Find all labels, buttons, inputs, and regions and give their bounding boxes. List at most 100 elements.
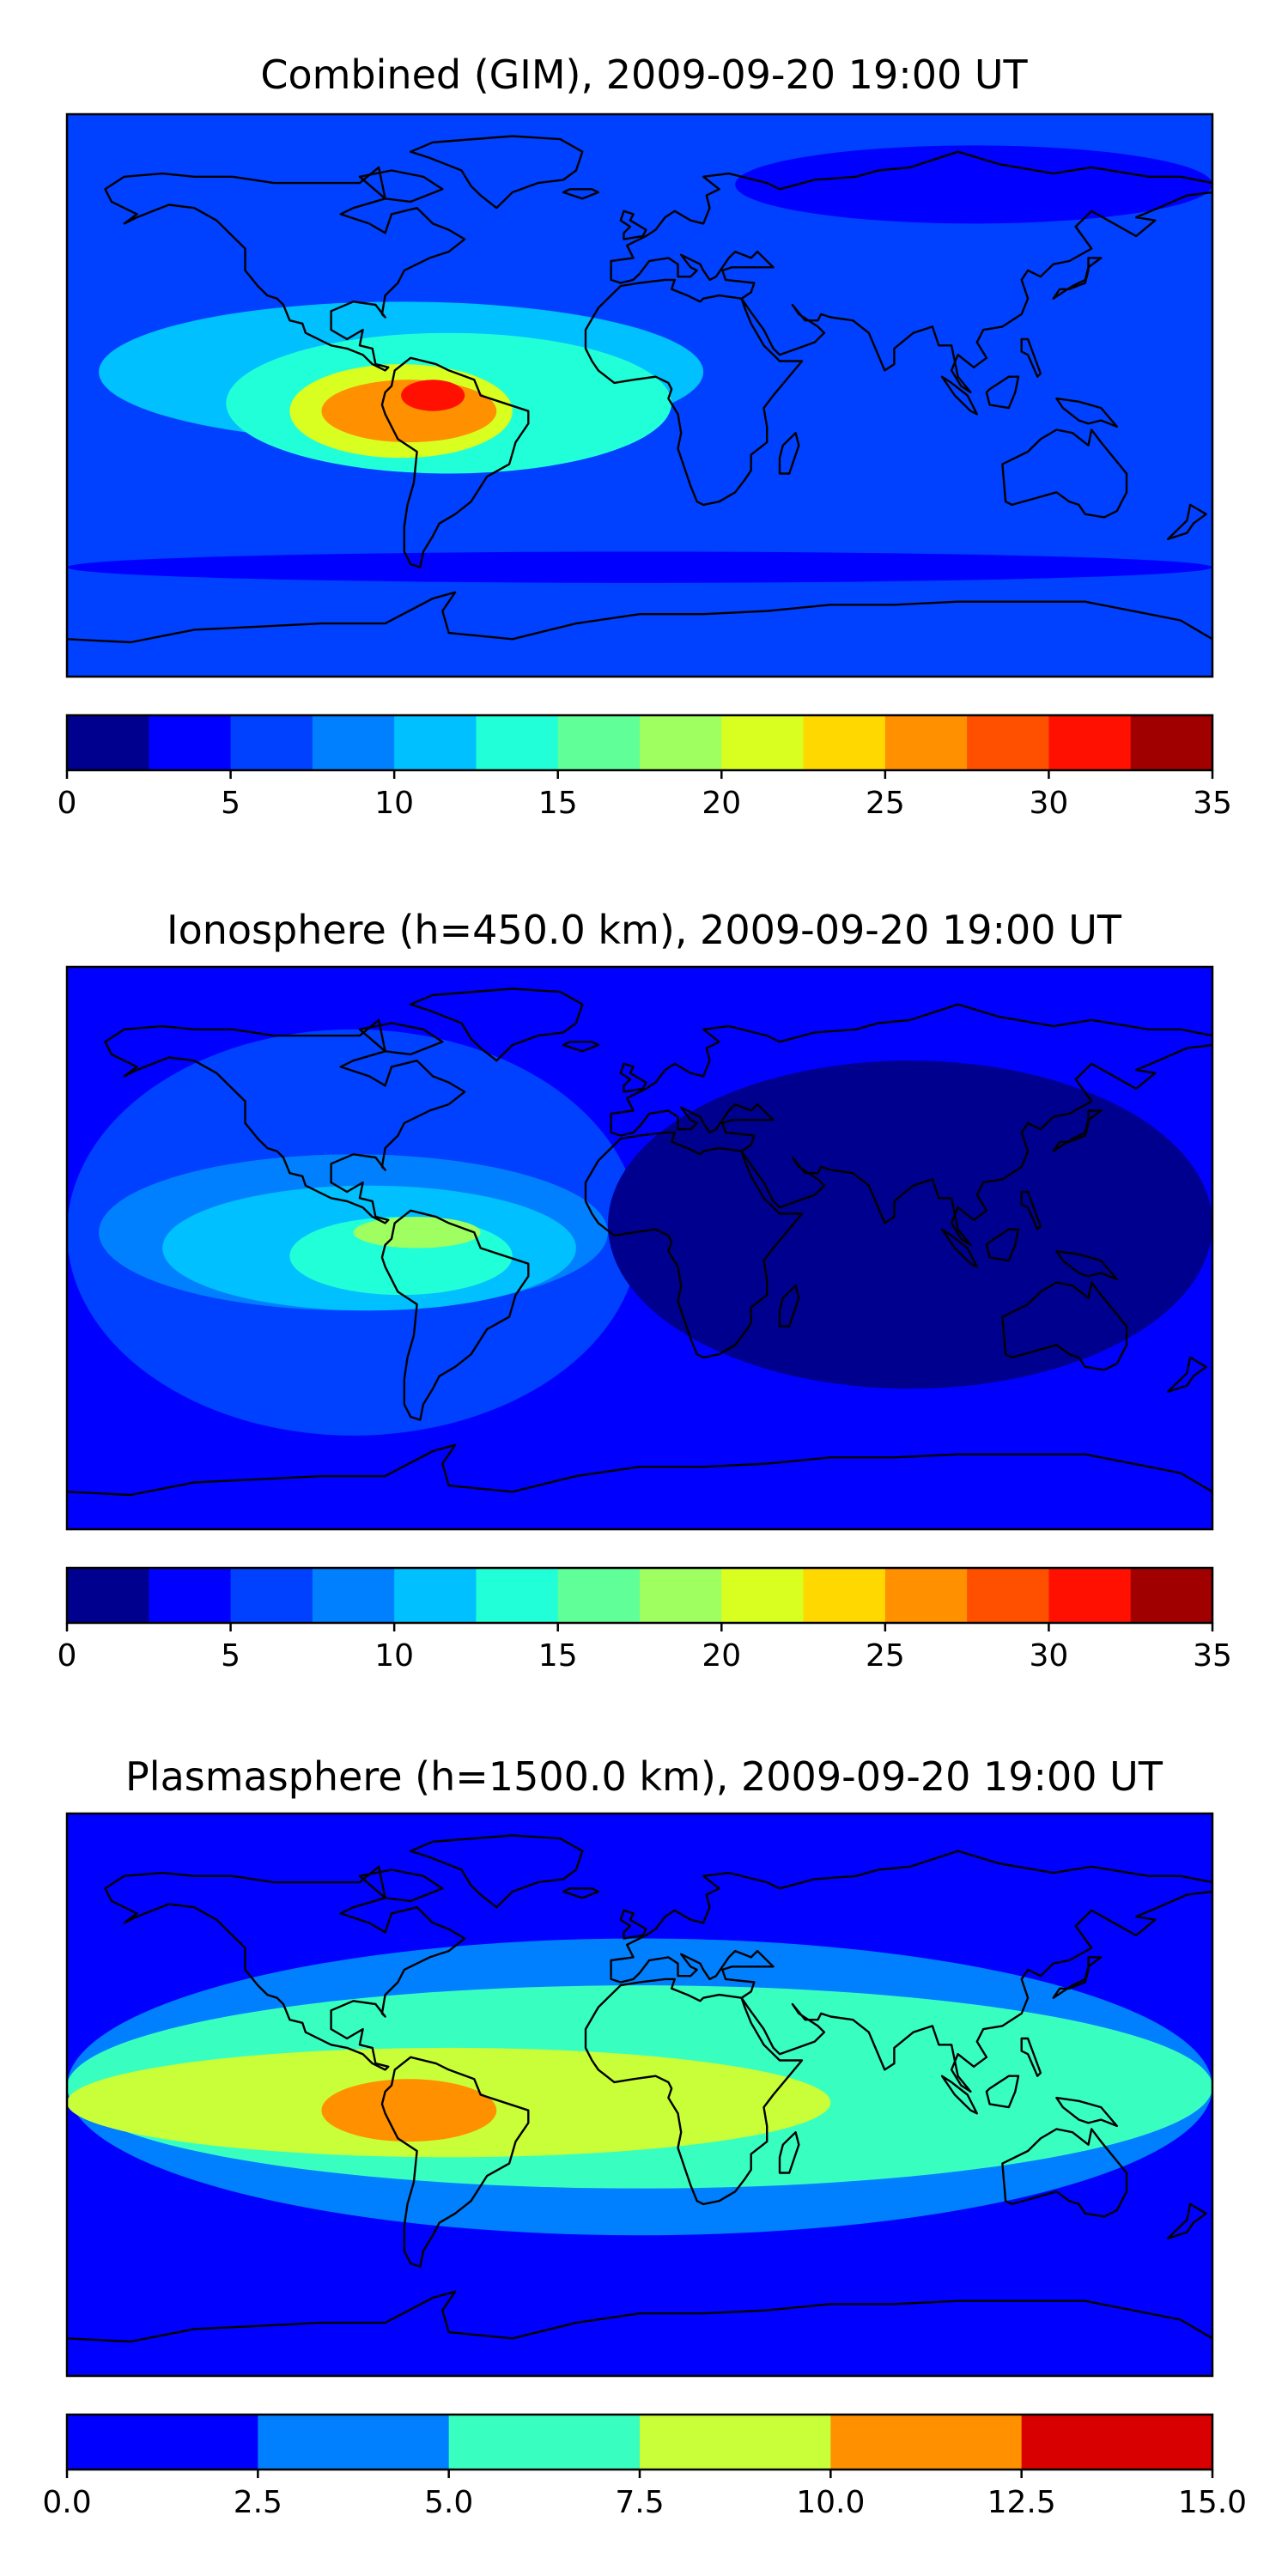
colorbar-tick-label: 2.5 [234, 2485, 283, 2520]
coastline-australia [1001, 2128, 1128, 2218]
colorbar-tick-label: 0.0 [42, 2485, 91, 2520]
colorbar-tick-label: 15 [538, 786, 578, 821]
colorbar-tick-label: 10 [374, 1638, 414, 1674]
coastline-north-america [104, 166, 466, 372]
coastline-madagascar [778, 432, 800, 475]
coastline-new-zealand [1166, 503, 1207, 541]
coastline-uk [619, 210, 647, 240]
colorbar-segment [394, 1568, 477, 1623]
map-frame [65, 965, 1214, 1531]
colorbar-segment [476, 1568, 559, 1623]
coastline-north-america [104, 1865, 466, 2071]
coastline-new-guinea [1055, 1249, 1118, 1281]
colorbar-segment [230, 1568, 313, 1623]
coastline-eurasia [610, 1850, 1212, 2093]
colorbar-tick-label: 12.5 [987, 2485, 1056, 2520]
colorbar-frame [65, 1566, 1214, 1625]
colorbar-segment [312, 1568, 395, 1623]
coastline-philippines [1020, 1190, 1042, 1230]
colorbar-segment [721, 1568, 805, 1623]
colorbar-segment [1130, 715, 1213, 770]
coastline-antarctica [67, 591, 1212, 644]
contour-asia-low [735, 145, 1212, 224]
coastline-borneo [985, 2075, 1020, 2109]
colorbar-tick-label: 5.0 [424, 2485, 473, 2520]
colorbar-segment [830, 2415, 1023, 2470]
colorbar-segment [557, 1568, 641, 1623]
coastline-sumatra [940, 2075, 978, 2115]
coastline-south-america [380, 356, 530, 568]
contour-peak [353, 1217, 481, 1249]
colorbar-tick-label: 25 [866, 1638, 905, 1674]
coastline-africa [584, 1978, 804, 2206]
colorbar-segment [1130, 1568, 1213, 1623]
coastline-new-guinea [1055, 2096, 1118, 2128]
coastline-south-america [380, 2056, 530, 2268]
coastline-sumatra [940, 375, 978, 416]
coastline-new-guinea [1055, 397, 1118, 428]
colorbar-tick-label: 20 [702, 786, 741, 821]
colorbar-tick-label: 20 [702, 1638, 741, 1674]
coastline-baffin [358, 169, 444, 204]
coastline-eurasia [610, 150, 1212, 394]
colorbar-tick-label: 5 [221, 1638, 240, 1674]
colorbar-segment [803, 715, 886, 770]
coastline-eurasia [610, 1003, 1212, 1247]
colorbar-tick-label: 15 [538, 1638, 578, 1674]
colorbar-tick-label: 15.0 [1178, 2485, 1247, 2520]
coastline-greenland [410, 135, 584, 210]
contour-max [401, 380, 465, 411]
colorbar-tick-label: 35 [1193, 1638, 1232, 1674]
colorbar-frame [65, 714, 1214, 772]
colorbar-segment [258, 2415, 450, 2470]
coastline-borneo [985, 375, 1020, 410]
coastline-borneo [985, 1228, 1020, 1262]
coastline-australia [1001, 1281, 1128, 1371]
coastline-africa [584, 1131, 804, 1359]
coastline-iceland [562, 1041, 599, 1053]
colorbar-tick-label: 10.0 [796, 2485, 865, 2520]
coastline-japan [1052, 257, 1103, 300]
colorbar-segment [803, 1568, 886, 1623]
chart-panel-ionosphere: Ionosphere (h=450.0 km), 2009-09-20 19:0… [0, 859, 1288, 1717]
colorbar-segment [476, 715, 559, 770]
contour-eastern-low [607, 1060, 1212, 1389]
colorbar-tick-label: 10 [374, 786, 414, 821]
map-frame [65, 1812, 1214, 2378]
coastline-baffin [358, 1022, 444, 1056]
colorbar-segment [967, 715, 1049, 770]
colorbar-segment [1048, 715, 1132, 770]
colorbar-segment [230, 715, 313, 770]
coastline-baffin [358, 1868, 444, 1903]
colorbar-tick-label: 0 [58, 786, 77, 821]
colorbar-tick-label: 5 [221, 786, 240, 821]
colorbar-segment [884, 715, 968, 770]
colorbar-segment [149, 1568, 232, 1623]
colorbar-tick-label: 35 [1193, 786, 1232, 821]
coastline-madagascar [778, 2131, 800, 2174]
map-plasmasphere: 0.0 2.5 5.0 7.5 10.0 12.5 15.0 [42, 1812, 1247, 2520]
colorbar-segment [557, 715, 641, 770]
colorbar-segment [967, 1568, 1049, 1623]
coastline-iceland [562, 1887, 599, 1899]
coastline-australia [1001, 428, 1128, 519]
chart-title: Plasmasphere (h=1500.0 km), 2009-09-20 1… [125, 1753, 1163, 1800]
colorbar-segment [640, 1568, 722, 1623]
coastline-antarctica [67, 1443, 1212, 1497]
coastline-sumatra [940, 1228, 978, 1268]
coastline-greenland [410, 987, 584, 1062]
contour-south-america-peak [321, 2079, 497, 2142]
colorbar-segment [149, 715, 232, 770]
colorbar-tick-label: 7.5 [615, 2485, 664, 2520]
chart-panel-plasmasphere: Plasmasphere (h=1500.0 km), 2009-09-20 1… [0, 1717, 1288, 2576]
coastline-philippines [1020, 337, 1042, 378]
colorbar-segment [67, 1568, 149, 1623]
colorbar-segment [394, 715, 477, 770]
coastline-uk [619, 1909, 647, 1940]
colorbar-segment [884, 1568, 968, 1623]
coastline-japan [1052, 1109, 1103, 1152]
coastline-greenland [410, 1834, 584, 1909]
colorbar-tick-label: 25 [866, 786, 905, 821]
coastline-madagascar [778, 1285, 800, 1327]
coastline-philippines [1020, 2037, 1042, 2077]
